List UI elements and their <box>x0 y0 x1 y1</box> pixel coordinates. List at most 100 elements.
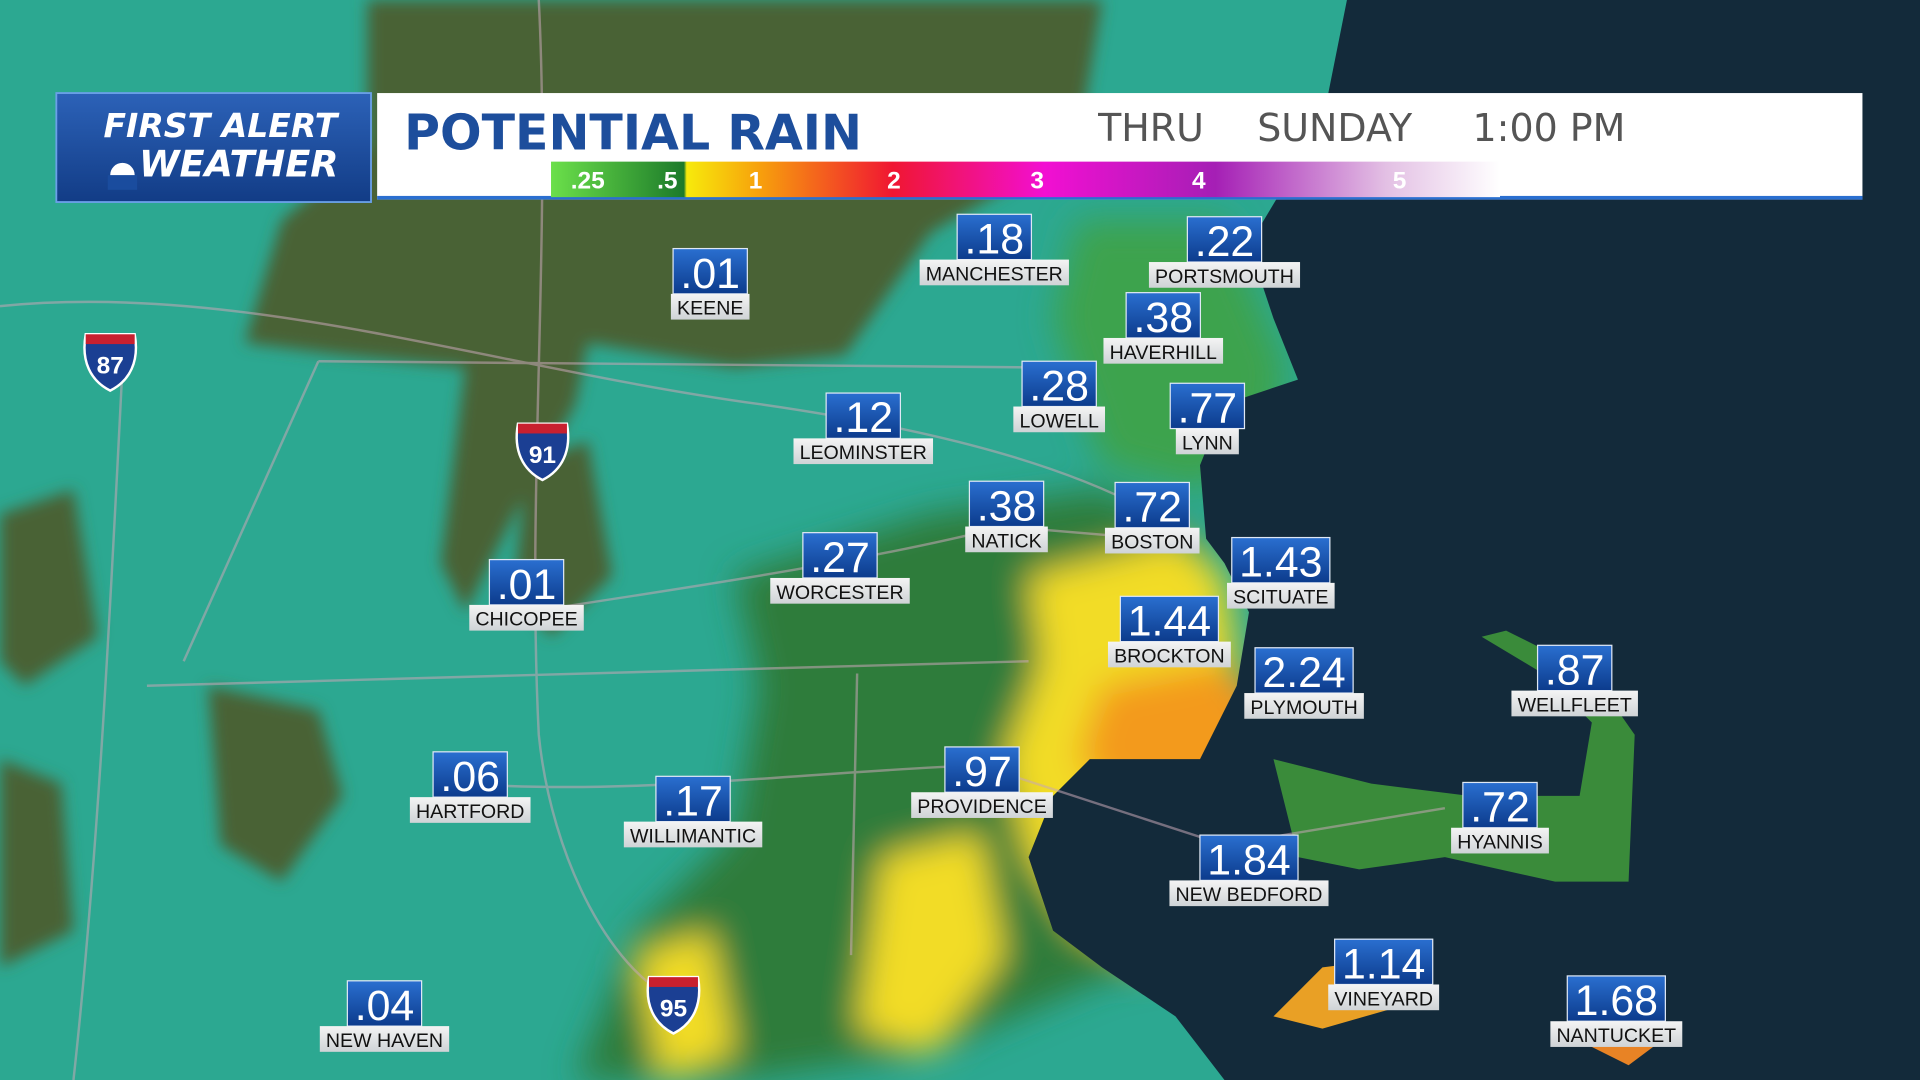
amount: .06 <box>440 753 500 801</box>
name-box <box>1175 428 1239 455</box>
shield-top <box>85 334 135 345</box>
legend-label: .25 <box>571 168 605 195</box>
city-name: CHICOPEE <box>475 609 577 631</box>
amount: 1.44 <box>1128 598 1211 646</box>
name-box <box>1328 984 1440 1011</box>
amount-box <box>1462 781 1538 829</box>
legend-label: 1 <box>749 168 763 195</box>
name-box <box>965 526 1048 553</box>
peacock <box>107 162 138 190</box>
legend-scale <box>551 161 1500 198</box>
legend-label: 2 <box>887 168 901 195</box>
name-box <box>1013 406 1106 433</box>
name-box <box>1107 641 1231 668</box>
shield-number: 95 <box>660 995 687 1022</box>
legend-labels: .25 .5 1 2 3 4 5 <box>571 168 1407 195</box>
amount: .38 <box>977 482 1037 530</box>
name-box <box>319 1026 450 1052</box>
amount: .04 <box>355 982 415 1030</box>
amount: .38 <box>1133 294 1193 342</box>
city-name: SCITUATE <box>1233 587 1328 609</box>
amount: .17 <box>663 778 723 826</box>
amount-box <box>432 751 508 798</box>
city-name: WELLFLEET <box>1518 694 1632 716</box>
city-name: LOWELL <box>1019 410 1099 432</box>
city-name: MANCHESTER <box>926 263 1063 285</box>
amount-box <box>1119 595 1220 643</box>
name-box <box>770 577 910 604</box>
city-name: HAVERHILL <box>1110 342 1217 364</box>
logo-top: FIRST ALERT <box>103 106 339 145</box>
name-box <box>1550 1021 1683 1047</box>
thru: THRU <box>1097 106 1204 150</box>
name-box <box>1104 527 1200 554</box>
name-box <box>1451 827 1549 854</box>
city-name: HYANNIS <box>1457 832 1543 854</box>
amount: 1.43 <box>1239 539 1322 587</box>
shield-shape <box>515 422 570 482</box>
amount-box <box>346 980 423 1027</box>
amount-box <box>1334 938 1434 986</box>
name-box <box>1511 690 1638 717</box>
amount: .87 <box>1545 646 1605 694</box>
interstate-shield: 91 <box>515 422 570 482</box>
amount-box <box>1125 292 1202 339</box>
amount: .72 <box>1122 484 1182 532</box>
legend-label: 5 <box>1393 168 1407 195</box>
amount: .01 <box>497 561 557 609</box>
amount: .72 <box>1470 784 1530 832</box>
amount: .01 <box>680 250 740 298</box>
amount: .12 <box>833 394 893 442</box>
logo-bottom: WEATHER <box>139 142 339 185</box>
amount: .77 <box>1178 384 1238 432</box>
shield-top <box>648 977 698 987</box>
name-box <box>409 797 531 823</box>
header: FIRST ALERT WEATHER POTENTIAL RAIN THRU … <box>55 92 1863 203</box>
amount: .97 <box>952 748 1012 796</box>
amount: .18 <box>965 215 1025 263</box>
title-rule <box>377 195 1863 200</box>
amount: 2.24 <box>1262 649 1345 697</box>
name-box <box>1148 262 1301 288</box>
city-name: LEOMINSTER <box>800 442 927 464</box>
time: 1:00 PM <box>1473 106 1626 150</box>
amount-box <box>802 532 878 579</box>
amount-box <box>1254 647 1354 694</box>
city-name: NEW BEDFORD <box>1176 884 1323 906</box>
amount-box <box>488 558 565 606</box>
city-name: BROCKTON <box>1114 645 1225 667</box>
amount: .28 <box>1029 362 1089 410</box>
title: POTENTIAL RAIN <box>404 104 862 161</box>
amount: 1.68 <box>1575 977 1658 1025</box>
name-box <box>793 438 934 465</box>
city-name: NEW HAVEN <box>326 1030 443 1052</box>
amount-box <box>1169 382 1246 430</box>
interstate-shields: 87 91 95 <box>83 333 701 1035</box>
name-box <box>1169 880 1329 907</box>
city-name: KEENE <box>677 298 743 320</box>
interstate-shield: 95 <box>646 975 701 1035</box>
legend-label: .5 <box>657 168 677 195</box>
interstate-shield: 87 <box>83 333 138 392</box>
amount-box <box>944 746 1020 793</box>
name-box <box>469 604 584 631</box>
shield-shape <box>646 975 701 1035</box>
